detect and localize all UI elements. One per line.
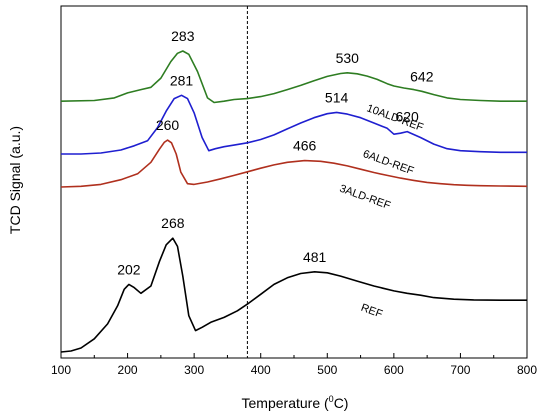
plot-border xyxy=(60,5,528,359)
x-axis-title-post: C) xyxy=(334,395,349,411)
series-line-10ald-ref xyxy=(60,50,527,104)
series-name-label: 3ALD-REF xyxy=(338,183,392,213)
series-name-label: 6ALD-REF xyxy=(361,148,415,178)
x-tick-label: 200 xyxy=(118,363,138,377)
series-name-label: REF xyxy=(359,302,384,321)
peak-label: 530 xyxy=(336,50,360,66)
peak-label: 620 xyxy=(395,109,419,125)
series-line-6ald-ref xyxy=(61,94,527,155)
peak-label: 281 xyxy=(170,72,194,88)
y-axis-title: TCD Signal (a.u.) xyxy=(7,126,23,234)
plot-frame xyxy=(60,5,528,359)
peak-label: 642 xyxy=(410,68,434,84)
x-tick-label: 600 xyxy=(384,363,404,377)
x-axis-title-sup: 0 xyxy=(329,394,334,404)
peak-label: 514 xyxy=(325,89,349,105)
x-tick-label: 500 xyxy=(317,363,337,377)
x-axis-title-pre: Temperature ( xyxy=(242,395,329,411)
x-tick-label: 800 xyxy=(517,363,537,377)
x-axis-ticks: 100 200 300 400 500 600 700 800 xyxy=(51,353,537,377)
peak-label: 268 xyxy=(161,215,185,231)
peak-label: 202 xyxy=(117,261,141,277)
peak-label: 466 xyxy=(293,138,317,154)
x-tick-label: 300 xyxy=(184,363,204,377)
series-line-3ald-ref xyxy=(60,139,528,188)
x-tick-label: 400 xyxy=(251,363,271,377)
peak-label: 283 xyxy=(171,28,195,44)
series-line-ref xyxy=(60,237,527,353)
x-tick-label: 100 xyxy=(51,363,71,377)
peak-label: 481 xyxy=(303,249,327,265)
peak-label: 260 xyxy=(156,117,180,133)
peak-labels: 283 530 642 281 514 620 260 466 202 268 481 xyxy=(117,28,433,277)
series-layer xyxy=(60,50,528,353)
x-tick-label: 700 xyxy=(450,363,470,377)
x-axis-title: Temperature (0C) xyxy=(242,394,349,411)
